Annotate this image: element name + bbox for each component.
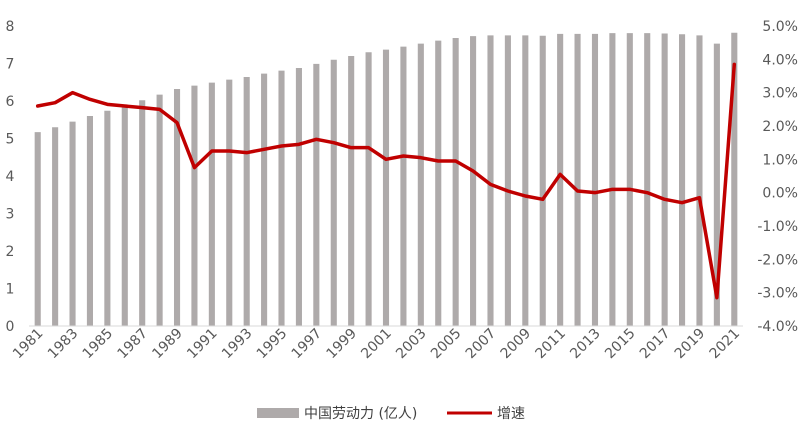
x-tick-label: 2001 [358, 326, 395, 363]
bar [574, 33, 581, 327]
legend-label-labor: 中国劳动力 (亿人) [304, 406, 417, 422]
legend-label-growth: 增速 [497, 406, 525, 422]
right-tick-label: -3.0% [757, 286, 798, 302]
bar [382, 49, 390, 327]
x-tick-label: 2005 [428, 326, 465, 363]
left-tick-label: 8 [6, 19, 15, 35]
bar [679, 34, 686, 326]
line-series [35, 62, 737, 300]
left-tick-label: 4 [6, 169, 15, 185]
x-tick-label: 2011 [532, 326, 569, 363]
bar [243, 77, 250, 326]
left-tick-label: 7 [6, 57, 15, 73]
bar [487, 35, 494, 327]
left-tick-label: 5 [6, 132, 15, 148]
left-tick-label: 1 [6, 282, 15, 298]
bar [139, 100, 146, 326]
x-tick-label: 2009 [498, 326, 535, 363]
right-axis-ticks: 5.0% 4.0% 3.0% 2.0% 1.0% 0.0% -1.0% -2.0% -3.0% -… [757, 19, 798, 335]
x-tick-label: 1989 [149, 326, 186, 363]
bar [348, 56, 355, 326]
x-tick-label: 2019 [672, 326, 709, 363]
bar [452, 38, 459, 326]
x-tick-label: 1993 [219, 326, 256, 363]
x-tick-label: 1995 [254, 326, 291, 363]
bar [261, 73, 268, 327]
x-tick-label: 1981 [10, 326, 47, 363]
x-tick-label: 1983 [45, 326, 82, 363]
bar [644, 33, 651, 327]
x-tick-label: 2017 [637, 326, 674, 363]
bar [470, 36, 477, 327]
bar [731, 32, 738, 326]
x-tick-label: 2015 [602, 326, 639, 363]
bar [121, 105, 128, 326]
left-axis-ticks: 0 1 2 3 4 5 6 7 8 [6, 19, 15, 335]
bar [191, 85, 198, 327]
right-tick-label: -4.0% [757, 319, 798, 335]
bar [661, 33, 668, 326]
bar [522, 35, 529, 327]
bar [713, 43, 720, 327]
bar [313, 63, 320, 327]
left-tick-label: 3 [6, 207, 15, 223]
left-tick-label: 0 [6, 319, 15, 335]
legend-swatch-bar [257, 408, 299, 418]
bar [400, 46, 407, 327]
x-tick-label: 2013 [567, 326, 604, 363]
bar [330, 59, 337, 326]
legend: 中国劳动力 (亿人) 增速 [257, 406, 525, 422]
bar [365, 52, 372, 326]
x-tick-label: 2021 [707, 326, 744, 363]
x-tick-label: 1985 [80, 326, 117, 363]
bar [609, 33, 616, 327]
right-tick-label: 1.0% [762, 152, 798, 168]
x-tick-label: 1999 [323, 326, 360, 363]
bar [435, 40, 442, 327]
bar [208, 82, 215, 327]
x-axis-ticks: 1981198319851987198919911993199519971999… [10, 326, 743, 363]
left-tick-label: 2 [6, 244, 15, 260]
bar [696, 35, 703, 327]
bar [591, 33, 599, 327]
right-tick-label: 5.0% [762, 19, 798, 35]
x-tick-label: 2007 [463, 326, 500, 363]
bar [417, 43, 424, 327]
right-tick-label: 3.0% [762, 86, 798, 102]
bar [86, 116, 93, 326]
bar [173, 89, 181, 326]
x-tick-label: 1991 [184, 326, 221, 363]
right-tick-label: 2.0% [762, 119, 798, 135]
bar [156, 94, 163, 327]
bar [34, 132, 41, 327]
right-tick-label: -1.0% [757, 219, 798, 235]
right-tick-label: -2.0% [757, 252, 798, 268]
bar [52, 127, 59, 326]
bar [104, 110, 111, 326]
x-tick-label: 2003 [393, 326, 430, 363]
bar [626, 33, 633, 327]
bar [504, 35, 511, 327]
bar [557, 33, 564, 327]
bar-series [34, 32, 738, 327]
x-tick-label: 1987 [115, 326, 152, 363]
bar [539, 35, 546, 326]
right-tick-label: 0.0% [762, 186, 798, 202]
bar [69, 121, 76, 327]
bar [295, 68, 302, 326]
bar [226, 79, 233, 327]
right-tick-label: 4.0% [762, 52, 798, 68]
left-tick-label: 6 [6, 94, 15, 110]
bar [278, 70, 285, 326]
x-tick-label: 1997 [289, 326, 326, 363]
